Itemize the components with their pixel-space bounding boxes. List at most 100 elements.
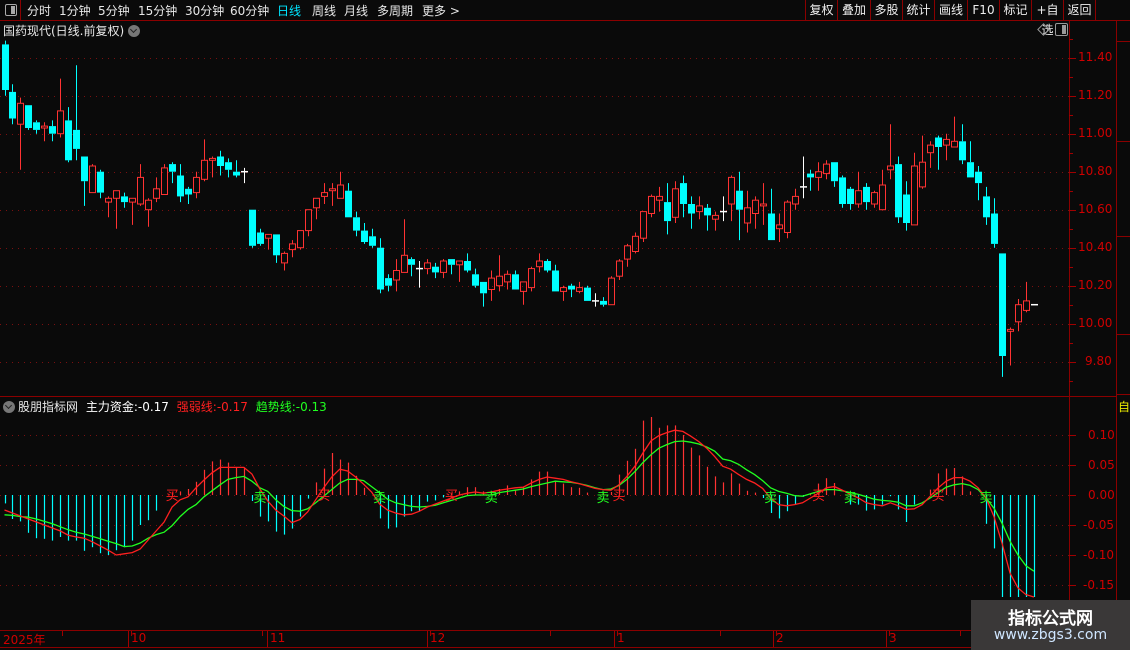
candle (89, 164, 96, 194)
candle (536, 253, 543, 273)
period-tab-5min[interactable]: 5分钟 (98, 4, 130, 18)
add-watchlist-button[interactable]: +自选 (1031, 0, 1063, 37)
sidebar-self-select[interactable]: 自 (1118, 400, 1130, 414)
candle (672, 181, 679, 223)
candle (815, 162, 822, 191)
period-toolbar: 分时 1分钟 5分钟 15分钟 30分钟 60分钟 日线 周线 月线 多周期 更… (0, 0, 1130, 37)
candle-body (377, 247, 384, 290)
candle (161, 164, 168, 195)
candle-body (871, 192, 878, 205)
candle-body (584, 287, 591, 301)
candle (991, 198, 998, 248)
period-tab-more[interactable]: 更多 > (422, 4, 460, 18)
period-tab-1min[interactable]: 1分钟 (59, 4, 91, 18)
candle (807, 169, 814, 191)
draw-line-button[interactable]: 画线 (934, 0, 967, 20)
candle-body (879, 184, 886, 211)
period-tab-monthly[interactable]: 月线 (344, 4, 369, 18)
candle (281, 251, 288, 271)
trend-line-value: -0.13 (295, 400, 327, 414)
panel-toggle-icon[interactable] (1055, 23, 1068, 36)
sidebar-tab[interactable] (1117, 41, 1130, 142)
candle-body (632, 235, 639, 253)
grid-lines (0, 58, 1069, 586)
trend-line-label: 趋势线: (255, 400, 296, 414)
chevron-down-icon[interactable] (128, 25, 141, 37)
sidebar-tab[interactable] (1117, 141, 1130, 237)
back-button[interactable]: 返回 (1063, 0, 1095, 20)
candle (73, 65, 80, 161)
period-tab-weekly[interactable]: 周线 (312, 4, 337, 18)
candle-body (329, 188, 336, 192)
f10-button[interactable]: F10 (967, 0, 999, 20)
candle (831, 162, 838, 187)
price-tick-label: 10.00 (1078, 316, 1113, 330)
period-tab-15min[interactable]: 15分钟 (138, 4, 178, 18)
candle-body (807, 173, 814, 178)
candle-body (345, 190, 352, 218)
candle-body (967, 162, 974, 178)
candle-body (768, 213, 775, 241)
sidebar-tab[interactable] (1117, 334, 1130, 395)
candle-body (552, 270, 559, 292)
candle (608, 276, 615, 306)
candle (951, 116, 958, 148)
candle (488, 270, 495, 301)
time-label: 3 (889, 631, 897, 645)
mark-button[interactable]: 标记 (999, 0, 1031, 20)
candle-body (696, 205, 703, 213)
candle-body (608, 277, 615, 306)
period-tab-daily[interactable]: 日线 (277, 4, 302, 18)
sidebar-tab[interactable] (1117, 21, 1130, 42)
panel-toggle-button[interactable] (0, 0, 21, 20)
candle (217, 150, 224, 176)
indicator-tick-label: -0.05 (1083, 518, 1115, 532)
statistics-button[interactable]: 统计 (902, 0, 934, 20)
candle-body (113, 190, 120, 199)
candle-body (353, 217, 360, 231)
candle (129, 197, 136, 225)
period-tab-fenshi[interactable]: 分时 (27, 4, 52, 18)
main-fund-label: 主力资金: (85, 400, 138, 414)
candle (113, 190, 120, 229)
panel-divider[interactable] (0, 396, 1116, 397)
candle (736, 171, 743, 241)
candle-body (432, 266, 439, 273)
candle-body (209, 157, 216, 161)
candle (744, 190, 751, 233)
chart-title[interactable]: 国药现代(日线.前复权) (3, 22, 141, 39)
candle (863, 183, 870, 210)
buy-signal: 买 (317, 489, 330, 504)
candle-body (145, 199, 152, 211)
candle (592, 293, 599, 307)
restore-rights-button[interactable]: 复权 (805, 0, 837, 20)
indicator-name[interactable]: 股朋指标网 (18, 400, 79, 414)
candle (680, 175, 687, 218)
candle-body (464, 261, 471, 271)
time-axis-bottom-border (0, 647, 1116, 648)
sidebar-tab[interactable] (1117, 236, 1130, 335)
candle (943, 133, 950, 161)
candle (728, 175, 735, 222)
period-tab-multi[interactable]: 多周期 (377, 4, 414, 18)
candle (393, 259, 400, 292)
period-tab-60min[interactable]: 60分钟 (230, 4, 270, 18)
candle (552, 264, 559, 292)
sell-signal: 卖 (485, 491, 498, 506)
candle (520, 281, 527, 305)
chevron-down-icon[interactable] (3, 401, 15, 413)
overlay-button[interactable]: 叠加 (837, 0, 870, 20)
candle-body (249, 209, 256, 246)
candle-body (616, 260, 623, 277)
candle (297, 230, 304, 250)
candle (153, 177, 160, 203)
period-tab-30min[interactable]: 30分钟 (185, 4, 225, 18)
indicator-header: 股朋指标网 主力资金:-0.17 强弱线:-0.17 趋势线:-0.13 (3, 398, 327, 415)
candle-body (728, 176, 735, 205)
price-tick-label: 10.60 (1078, 202, 1113, 216)
candle-body (257, 232, 264, 244)
multi-stock-button[interactable]: 多股 (870, 0, 902, 20)
buy-signal: 买 (812, 489, 825, 504)
price-tick-label: 9.80 (1085, 354, 1112, 368)
